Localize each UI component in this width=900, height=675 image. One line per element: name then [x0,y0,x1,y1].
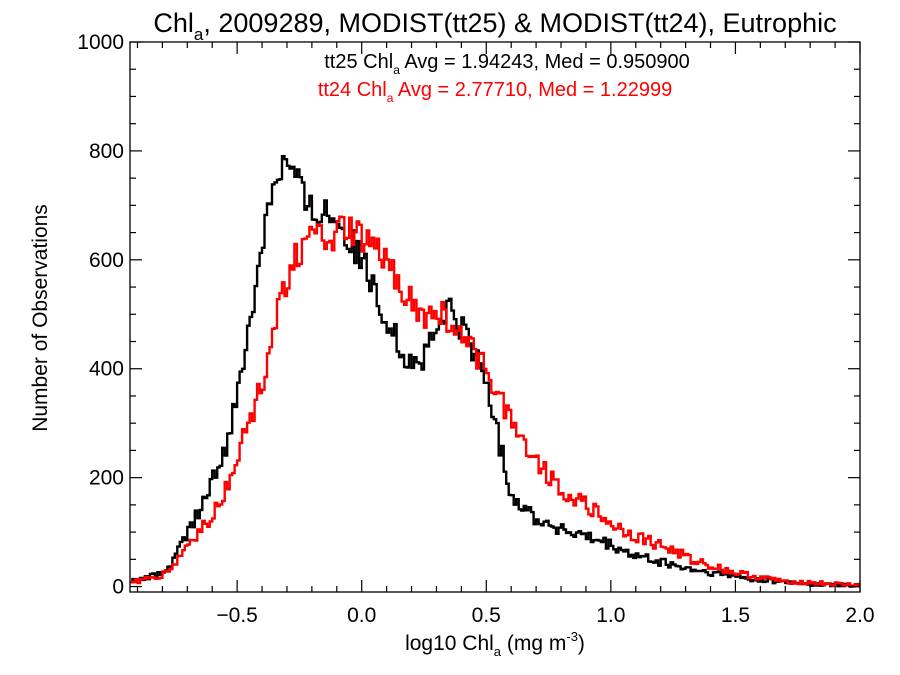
y-axis-label: Number of Observations [29,204,52,432]
series-layer [130,155,860,588]
x-tick-label: 2.0 [845,604,874,627]
series-line-tt25 [130,155,860,588]
y-tick-label: 800 [89,140,124,163]
y-tick-label: 600 [89,249,124,272]
chart-title: Chla, 2009289, MODIST(tt25) & MODIST(tt2… [153,8,836,44]
x-tick-label: −0.5 [216,604,257,627]
axes-layer: −0.5 0.0 0.5 1.0 1.5 2.0 0 200 400 600 800 1000 [77,31,874,627]
y-tick-label: 0 [112,576,124,599]
x-tick-label: 0.5 [472,604,501,627]
plot-frame [129,41,861,593]
x-axis-label: log10 Chla (mg m-3) [405,629,585,659]
series-line-tt24 [130,215,860,588]
legend-entry-tt25: tt25 Chla Avg = 1.94243, Med = 0.950900 [324,51,690,77]
y-tick-label: 1000 [77,31,124,54]
x-tick-label: 1.5 [721,604,750,627]
y-tick-label: 200 [89,467,124,490]
legend-entry-tt24: tt24 Chla Avg = 2.77710, Med = 1.22999 [318,79,672,105]
y-tick-label: 400 [89,358,124,381]
x-tick-label: 0.0 [347,604,376,627]
x-tick-label: 1.0 [596,604,625,627]
